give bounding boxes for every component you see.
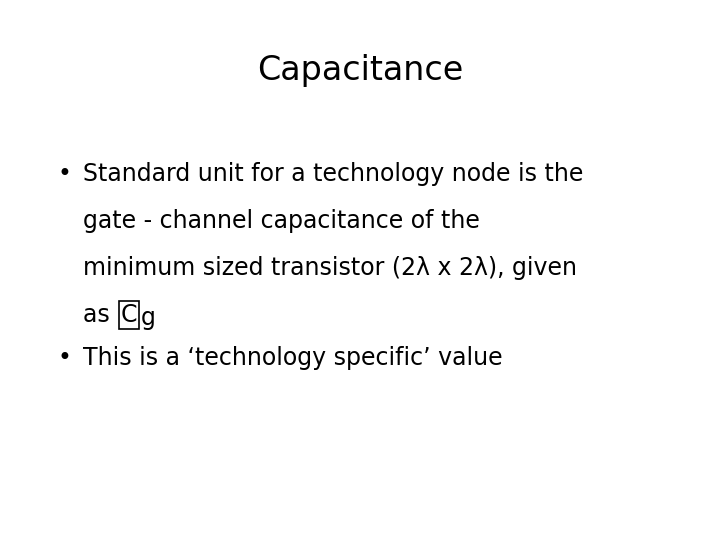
Text: as: as xyxy=(83,303,117,327)
Text: minimum sized transistor (2λ x 2λ), given: minimum sized transistor (2λ x 2λ), give… xyxy=(83,256,577,280)
Text: Capacitance: Capacitance xyxy=(257,54,463,87)
Text: This is a ‘technology specific’ value: This is a ‘technology specific’ value xyxy=(83,346,503,369)
Text: C: C xyxy=(121,303,138,327)
Text: g: g xyxy=(141,306,156,329)
Text: •: • xyxy=(58,162,72,186)
Text: Standard unit for a technology node is the: Standard unit for a technology node is t… xyxy=(83,162,583,186)
Text: gate - channel capacitance of the: gate - channel capacitance of the xyxy=(83,209,480,233)
Text: •: • xyxy=(58,346,72,369)
